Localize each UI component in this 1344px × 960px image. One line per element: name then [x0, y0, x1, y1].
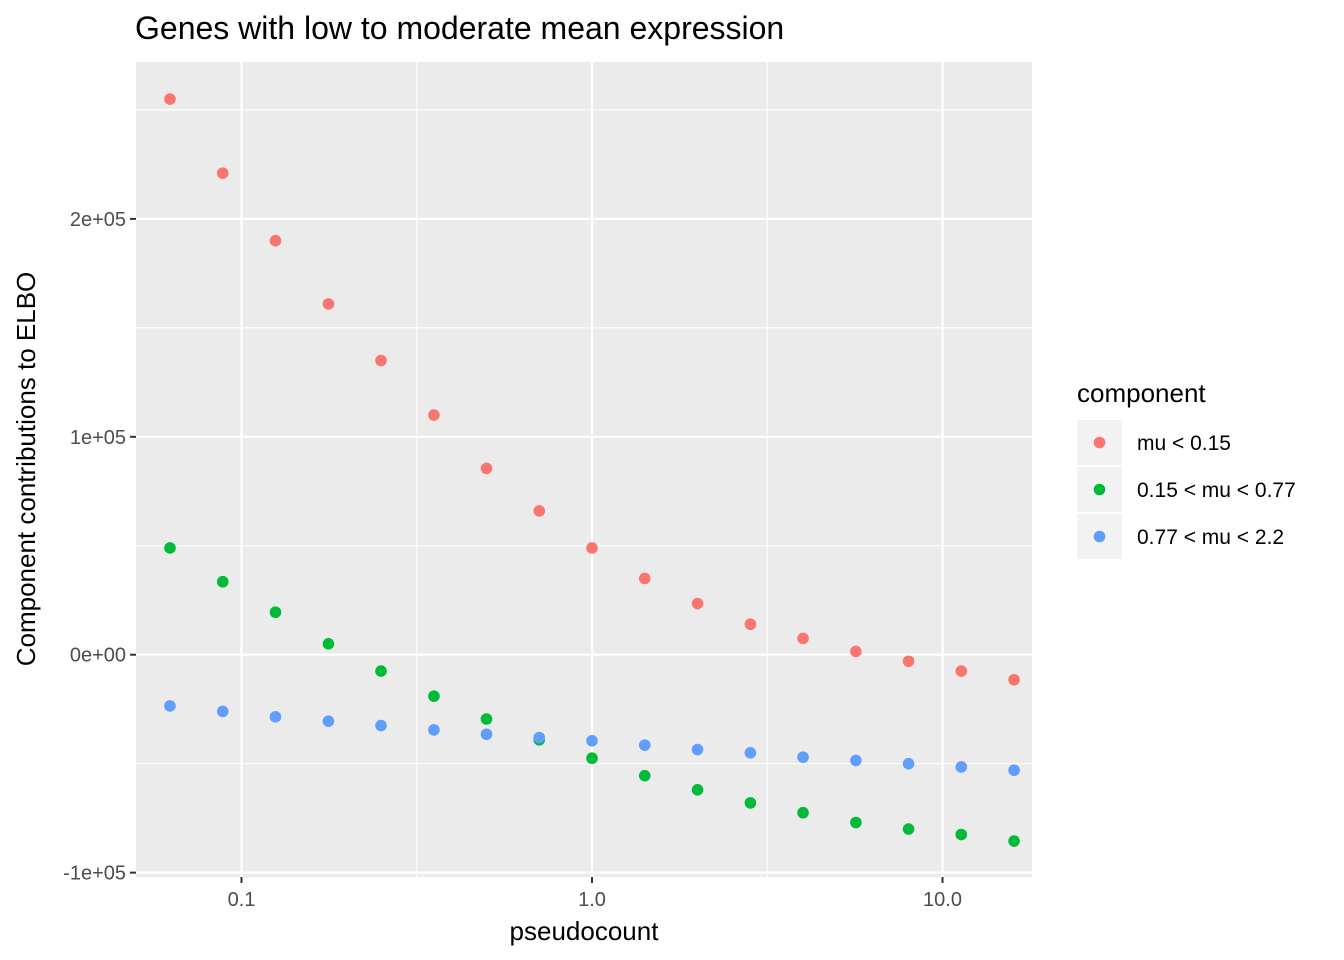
- data-point-series-1: [216, 167, 229, 179]
- data-point-series-1: [744, 618, 757, 631]
- data-point-series-3: [375, 719, 387, 732]
- data-point-series-1: [638, 572, 651, 585]
- y-tick-label: 1e+05: [70, 427, 126, 449]
- data-point-series-1: [322, 298, 335, 310]
- data-point-series-2: [216, 575, 229, 588]
- y-axis: -1e+05 0e+00 1e+05 2e+05: [63, 209, 136, 885]
- legend-label: 0.77 < mu < 2.2: [1137, 526, 1284, 549]
- y-tick-label: -1e+05: [63, 863, 126, 885]
- data-point-series-3: [164, 700, 176, 712]
- data-point-series-2: [322, 638, 335, 650]
- data-point-series-1: [428, 409, 440, 421]
- data-point-series-3: [216, 705, 229, 718]
- data-point-series-1: [902, 655, 915, 668]
- data-point-series-2: [586, 752, 598, 765]
- y-tick-label: 0e+00: [70, 645, 126, 667]
- chart-title: Genes with low to moderate mean expressi…: [135, 10, 784, 46]
- data-point-series-3: [850, 754, 862, 767]
- data-point-series-2: [744, 797, 757, 809]
- data-point-series-3: [322, 715, 335, 727]
- data-point-series-1: [586, 542, 598, 554]
- plot-panel: [136, 62, 1032, 877]
- data-point-series-3: [1008, 764, 1020, 777]
- data-point-series-2: [691, 784, 704, 796]
- data-point-series-2: [428, 690, 440, 702]
- legend: component mu < 0.15 0.15 < mu < 0.77 0.77 …: [1077, 378, 1296, 559]
- major-gridlines: [136, 62, 1032, 877]
- data-point-series-2: [638, 769, 651, 782]
- data-point-series-2: [375, 665, 387, 677]
- x-axis-title: pseudocount: [510, 916, 660, 946]
- legend-marker: [1093, 483, 1106, 496]
- data-point-series-3: [902, 757, 915, 770]
- data-point-series-3: [691, 743, 704, 756]
- data-point-series-1: [850, 645, 862, 658]
- legend-marker: [1093, 530, 1106, 543]
- data-point-series-1: [797, 632, 809, 645]
- data-point-series-1: [533, 505, 546, 517]
- data-point-series-2: [850, 816, 862, 829]
- legend-title: component: [1077, 378, 1206, 408]
- y-axis-title: Component contributions to ELBO: [11, 272, 41, 667]
- data-point-series-3: [955, 761, 968, 773]
- data-point-series-2: [480, 713, 493, 725]
- x-tick-label: 1.0: [578, 889, 606, 911]
- data-point-series-3: [586, 735, 598, 747]
- x-tick-label: 10.0: [923, 889, 962, 911]
- legend-label: mu < 0.15: [1137, 432, 1231, 455]
- minor-gridlines: [136, 62, 1032, 877]
- data-point-series-3: [269, 711, 282, 723]
- data-point-series-3: [797, 751, 809, 763]
- data-point-series-1: [480, 462, 493, 475]
- data-point-series-3: [428, 724, 440, 736]
- data-point-series-1: [955, 665, 968, 677]
- legend-marker: [1093, 436, 1106, 449]
- data-point-series-1: [1008, 673, 1020, 686]
- data-point-series-2: [797, 806, 809, 819]
- data-point-series-1: [375, 354, 387, 367]
- data-point-series-2: [1008, 835, 1020, 847]
- data-point-series-2: [164, 542, 176, 554]
- data-point-series-1: [691, 597, 704, 610]
- data-point-series-3: [638, 739, 651, 751]
- data-point-series-1: [164, 93, 176, 105]
- x-tick-label: 0.1: [228, 889, 256, 911]
- x-axis: 0.1 1.0 10.0: [228, 877, 962, 911]
- data-point-series-2: [955, 828, 968, 841]
- data-point-series-3: [480, 728, 493, 741]
- data-point-series-3: [533, 731, 546, 744]
- data-point-series-2: [269, 606, 282, 619]
- data-point-series-1: [269, 234, 282, 247]
- legend-label: 0.15 < mu < 0.77: [1137, 479, 1296, 502]
- data-points: [164, 93, 1020, 847]
- y-tick-label: 2e+05: [70, 209, 126, 231]
- data-point-series-2: [902, 823, 915, 835]
- data-point-series-3: [744, 746, 757, 759]
